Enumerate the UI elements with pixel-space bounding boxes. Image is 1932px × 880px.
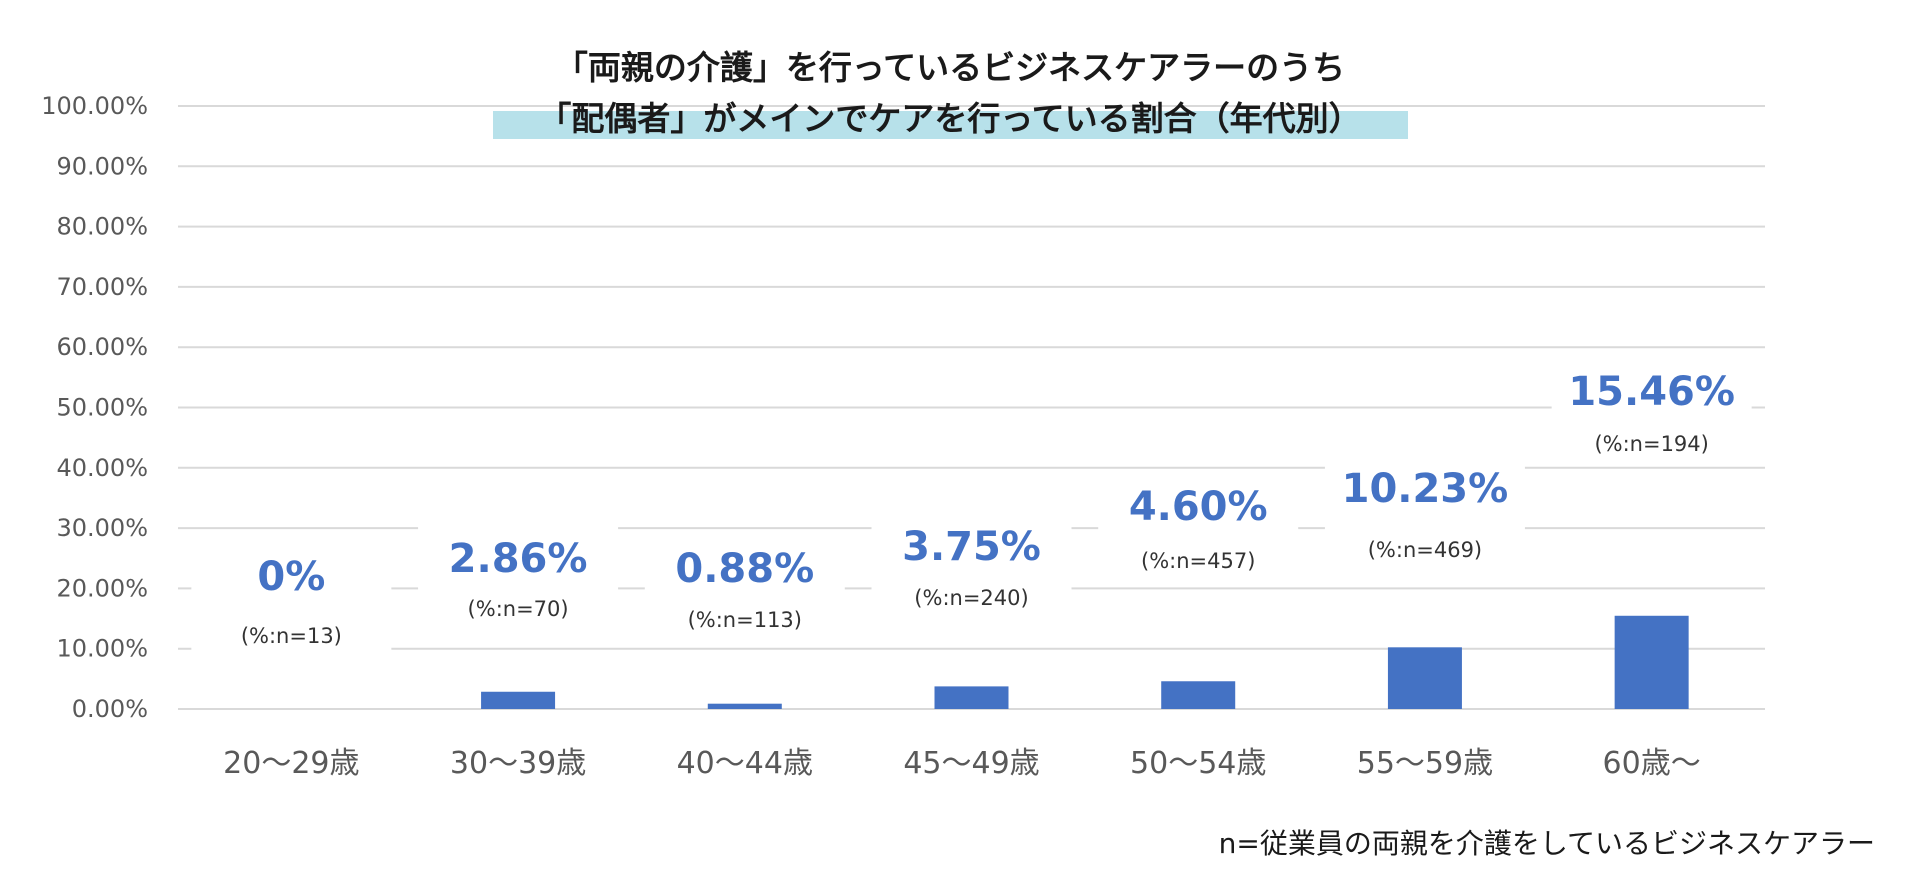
y-axis-ticks: 0.00% 10.00% 20.00% 30.00% 40.00% 50.00% 60.00… — [41, 92, 148, 723]
x-tick-label: 30～39歳 — [450, 746, 586, 781]
sample-size-label: (%:n=457) — [1141, 549, 1255, 573]
y-tick-label: 0.00% — [72, 695, 148, 723]
sample-size-label: (%:n=240) — [914, 586, 1028, 610]
sample-size-label: (%:n=194) — [1594, 432, 1708, 456]
bars — [481, 615, 1689, 709]
y-tick-label: 80.00% — [56, 213, 148, 241]
bar — [1161, 681, 1236, 709]
data-value-label: 0% — [257, 554, 325, 600]
data-label-background — [191, 544, 392, 657]
bar — [707, 703, 782, 709]
bar — [1614, 615, 1689, 709]
data-value-label: 10.23% — [1342, 466, 1509, 512]
data-label-background — [1324, 456, 1525, 571]
footnote: n=従業員の両親を介護をしているビジネスケアラー — [1219, 827, 1875, 860]
y-tick-label: 30.00% — [56, 514, 148, 542]
x-tick-label: 45～49歳 — [903, 746, 1039, 781]
data-label-background — [871, 514, 1072, 619]
x-tick-label: 60歳～ — [1603, 746, 1701, 781]
bar — [934, 686, 1009, 709]
y-tick-label: 100.00% — [41, 92, 148, 120]
y-tick-label: 40.00% — [56, 454, 148, 482]
data-value-label: 3.75% — [902, 524, 1041, 570]
x-axis-ticks: 20～29歳 30～39歳 40～44歳 45～49歳 50～54歳 55～59歳 60歳～ — [223, 746, 1701, 781]
x-tick-label: 20～29歳 — [223, 746, 359, 781]
title-highlight — [493, 111, 1408, 139]
data-label-background — [418, 526, 619, 630]
y-tick-label: 70.00% — [56, 273, 148, 301]
x-tick-label: 55～59歳 — [1357, 746, 1493, 781]
y-tick-label: 90.00% — [56, 152, 148, 180]
y-tick-label: 60.00% — [56, 333, 148, 361]
sample-size-label: (%:n=70) — [468, 597, 569, 621]
bar — [1387, 647, 1462, 709]
data-label-background — [644, 536, 845, 641]
data-label-background — [1098, 474, 1299, 582]
data-value-label: 2.86% — [449, 536, 588, 582]
data-value-label: 15.46% — [1568, 369, 1735, 415]
data-value-label: 4.60% — [1129, 484, 1268, 530]
chart-title-line-1: 「両親の介護」を行っているビジネスケアラーのうち — [555, 48, 1345, 87]
sample-size-label: (%:n=113) — [688, 608, 802, 632]
data-value-label: 0.88% — [675, 546, 814, 592]
sample-size-label: (%:n=469) — [1368, 538, 1482, 562]
data-labels: 0% (%:n=13) 2.86% (%:n=70) 0.88% (%:n=113) 3.7… — [191, 359, 1752, 657]
x-tick-label: 50～54歳 — [1130, 746, 1266, 781]
y-tick-label: 20.00% — [56, 574, 148, 602]
bar — [481, 691, 556, 709]
y-tick-label: 10.00% — [56, 635, 148, 663]
data-label-background — [1551, 359, 1752, 465]
x-tick-label: 40～44歳 — [677, 746, 813, 781]
chart-title-line-2: 「配偶者」がメインでケアを行っている割合（年代別） — [538, 99, 1361, 138]
y-tick-label: 50.00% — [56, 394, 148, 422]
sample-size-label: (%:n=13) — [241, 624, 342, 648]
